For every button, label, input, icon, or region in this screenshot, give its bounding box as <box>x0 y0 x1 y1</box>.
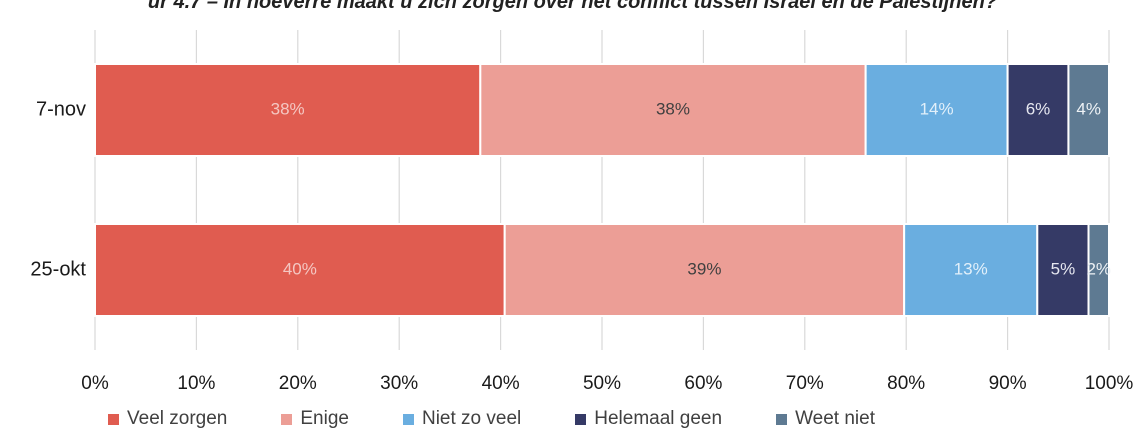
legend-item: Enige <box>281 408 349 430</box>
x-tick-label: 80% <box>887 373 925 394</box>
legend-swatch <box>281 413 293 425</box>
chart-legend: Veel zorgen Enige Niet zo veel Helemaal gee… <box>108 406 875 432</box>
x-tick-label: 90% <box>989 373 1027 394</box>
legend-label: Niet zo veel <box>421 408 522 429</box>
data-label: 40% <box>283 259 317 278</box>
legend-item: Veel zorgen <box>108 408 227 430</box>
legend-item: Weet niet <box>776 408 875 430</box>
bar-segment <box>94 63 482 157</box>
data-label: 4% <box>1076 99 1101 118</box>
data-label: 14% <box>920 99 954 118</box>
data-label: 5% <box>1051 259 1076 278</box>
bar-segment <box>1006 63 1070 157</box>
bar-segment <box>864 63 1009 157</box>
bar-segment <box>503 223 906 317</box>
legend-swatch <box>776 413 788 425</box>
x-tick-label: 50% <box>583 373 621 394</box>
x-tick-label: 40% <box>482 373 520 394</box>
data-label: 6% <box>1026 99 1051 118</box>
bar-segment <box>903 223 1039 317</box>
x-tick-label: 60% <box>684 373 722 394</box>
legend-label: Helemaal geen <box>594 408 723 429</box>
data-label: 39% <box>687 259 721 278</box>
x-tick-label: 100% <box>1085 373 1134 394</box>
data-label: 38% <box>656 99 690 118</box>
x-tick-label: 10% <box>177 373 215 394</box>
legend-swatch <box>402 413 414 425</box>
data-label: 2% <box>1086 259 1111 278</box>
legend-label: Enige <box>300 408 349 429</box>
category-label: 25-okt <box>30 258 86 280</box>
legend-swatch <box>575 413 587 425</box>
legend-swatch <box>108 413 119 425</box>
bar-segment <box>1067 63 1110 157</box>
data-label: 13% <box>954 259 988 278</box>
legend-item: Helemaal geen <box>575 408 722 430</box>
x-tick-label: 0% <box>81 373 109 394</box>
x-tick-label: 20% <box>279 373 317 394</box>
x-tick-label: 30% <box>380 373 418 394</box>
x-tick-label: 70% <box>786 373 824 394</box>
legend-label: Veel zorgen <box>127 408 228 429</box>
stacked-bar-chart: 0% 10% 20% 30% 40% 50% 60% 70% 80% 90% 100% 7-nov 38… <box>30 30 1134 394</box>
chart-title: ur 4.7 – In hoeverre maakt u zich zorgen… <box>147 0 998 13</box>
legend-item: Niet zo veel <box>402 408 522 430</box>
category-label: 7-nov <box>36 98 86 120</box>
bar-segment <box>479 63 867 157</box>
bar-segment <box>1036 223 1090 317</box>
bar-segment <box>1087 223 1110 317</box>
data-label: 38% <box>271 99 305 118</box>
legend-label: Weet niet <box>795 408 875 429</box>
